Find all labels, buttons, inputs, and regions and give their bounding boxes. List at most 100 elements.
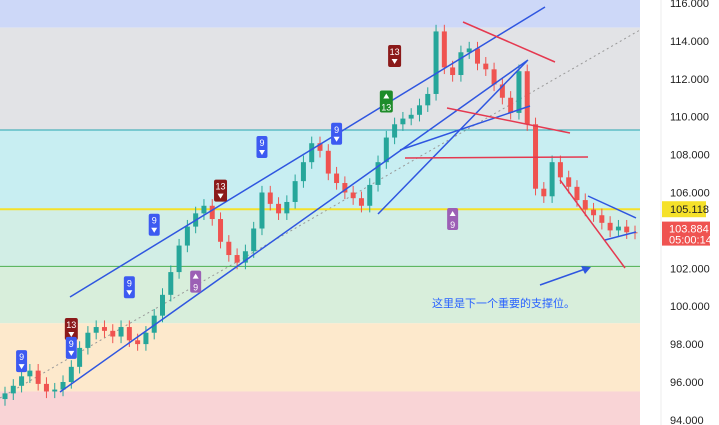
candle <box>591 209 597 216</box>
candle <box>2 393 8 400</box>
trendline-red <box>462 21 556 63</box>
zone-band <box>0 27 640 130</box>
candle <box>533 124 539 189</box>
candle <box>184 226 190 246</box>
candle <box>566 177 572 187</box>
candle <box>52 389 58 392</box>
y-tick-label: 102.000 <box>670 263 710 275</box>
candle <box>60 382 66 390</box>
level-price-label: 105.118 <box>670 204 709 216</box>
candle <box>267 192 273 204</box>
trendline-blue <box>399 105 531 151</box>
td-marker <box>256 136 268 159</box>
td-marker <box>190 270 202 293</box>
trendline-blue <box>59 59 529 393</box>
zone-band <box>0 0 640 28</box>
triangle-down-icon <box>18 364 25 370</box>
td-marker-label: 9 <box>19 352 24 362</box>
y-tick-label: 106.000 <box>670 188 710 200</box>
zone-band <box>0 266 640 324</box>
candle <box>400 118 406 125</box>
candle <box>441 31 447 68</box>
candle <box>499 84 505 98</box>
triangle-up-icon <box>449 211 456 217</box>
td-marker <box>331 122 343 145</box>
candle <box>242 251 248 263</box>
candle <box>93 327 99 333</box>
y-tick-label: 112.000 <box>670 74 709 86</box>
candle <box>259 192 265 229</box>
candle <box>615 226 621 231</box>
candle <box>176 245 182 273</box>
zone-band <box>0 391 640 425</box>
td-marker-label: 13 <box>390 47 400 57</box>
candle <box>367 184 373 206</box>
candle <box>27 370 33 377</box>
y-tick-label: 110.000 <box>670 112 709 124</box>
candle <box>226 241 232 256</box>
candle <box>292 181 298 202</box>
candle <box>209 205 215 220</box>
td-marker <box>148 213 160 236</box>
trendline-blue <box>377 60 528 215</box>
candle <box>574 186 580 201</box>
td-marker <box>65 336 77 359</box>
candle <box>408 114 414 119</box>
candle <box>358 198 364 206</box>
td-marker <box>123 276 135 299</box>
td-marker-label: 13 <box>381 103 391 113</box>
zone-band <box>0 323 640 392</box>
arrow-line <box>539 267 589 286</box>
td-marker <box>214 179 228 202</box>
candle <box>475 48 480 64</box>
td-marker-label: 9 <box>259 138 264 148</box>
trendline-red <box>446 107 571 134</box>
triangle-down-icon <box>126 290 133 296</box>
candle <box>110 330 116 337</box>
candle <box>234 255 240 263</box>
candle <box>416 105 422 115</box>
candle <box>218 219 224 242</box>
candle <box>135 340 141 345</box>
td-marker <box>16 350 28 373</box>
trendline-red <box>404 156 589 159</box>
triangle-down-icon <box>68 350 75 356</box>
candle <box>607 222 613 231</box>
triangle-down-icon <box>151 227 158 233</box>
td-marker-label: 9 <box>127 278 132 288</box>
trendline-red <box>559 179 626 269</box>
candle <box>549 162 555 197</box>
y-tick-label: 108.000 <box>670 150 710 162</box>
candle <box>466 48 472 53</box>
td-marker-label: 13 <box>66 320 76 330</box>
candle <box>458 52 464 76</box>
candle <box>599 215 605 223</box>
trendline-blue <box>587 195 637 219</box>
candle <box>342 183 348 193</box>
candle <box>483 63 489 70</box>
candle <box>450 67 456 76</box>
triangle-down-icon <box>258 150 265 156</box>
td-marker-label: 9 <box>69 339 74 349</box>
candle <box>251 228 257 252</box>
candle <box>101 327 107 331</box>
candle <box>43 383 49 392</box>
candle <box>168 272 174 295</box>
td-marker-label: 9 <box>450 220 455 230</box>
candle <box>350 192 356 199</box>
candle <box>35 370 41 384</box>
trendline-blue <box>69 6 546 298</box>
triangle-down-icon <box>217 193 224 199</box>
candle <box>126 327 132 341</box>
candle <box>582 200 588 210</box>
candle <box>284 201 290 214</box>
candle <box>201 205 207 214</box>
y-tick-label: 96.000 <box>670 377 704 389</box>
candle <box>383 137 389 163</box>
y-tick-label: 94.000 <box>670 415 704 425</box>
triangle-down-icon <box>391 59 398 65</box>
candle <box>491 69 497 85</box>
candle <box>516 71 522 113</box>
